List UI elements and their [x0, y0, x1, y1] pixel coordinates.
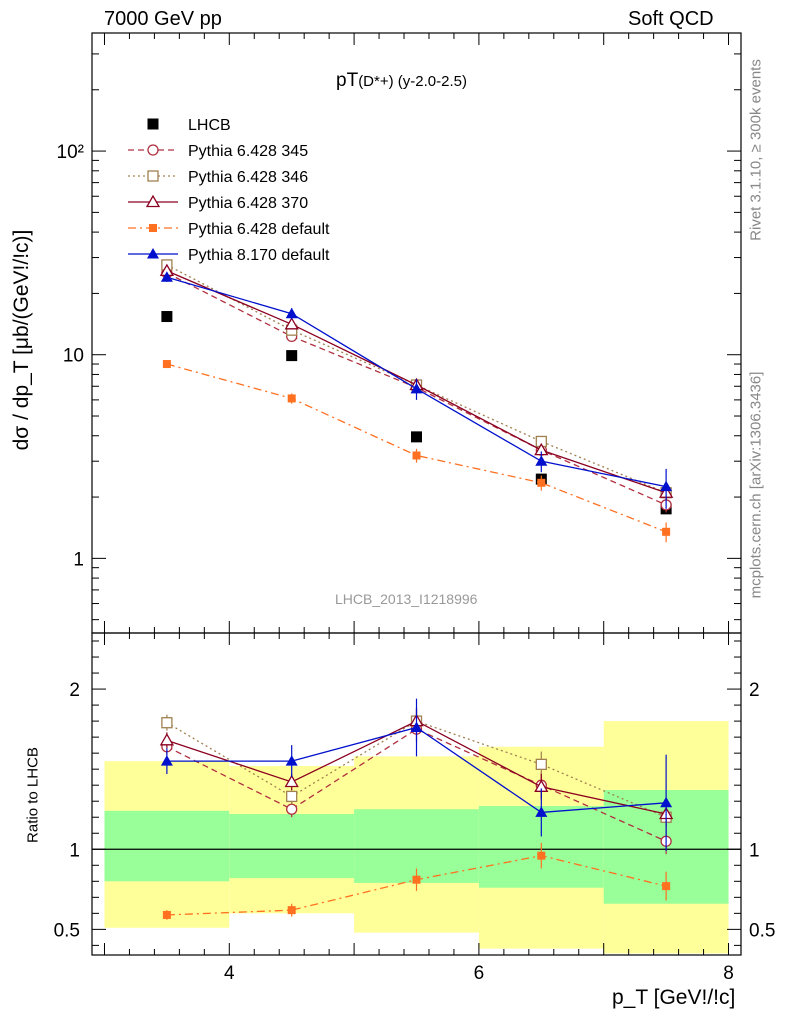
ratio-series-4-point	[660, 796, 673, 808]
legend-entry-4-marker	[149, 224, 157, 232]
main-series-5-point	[285, 307, 298, 319]
legend-entry-3-label: Pythia 6.428 370	[188, 195, 308, 212]
axes-frames	[91, 32, 742, 956]
x-tick-label: 8	[723, 963, 734, 984]
legend-entry-0-marker	[147, 118, 159, 130]
legend-entry-5-label: Pythia 8.170 default	[188, 247, 330, 264]
ratio-series-3-point	[412, 875, 421, 884]
x-tick-label: 4	[224, 963, 235, 984]
main-series-3-point	[284, 317, 299, 330]
ratio-y-tick-label-right: 0.5	[749, 920, 775, 941]
ratio-series-3-point	[662, 882, 671, 891]
ratio-series-3	[162, 842, 671, 920]
ratio-series-2-point	[159, 733, 175, 746]
header-right: Soft QCD	[628, 8, 714, 30]
mcplots-credit: mcplots.cern.ch [arXiv:1306.3436]	[747, 371, 765, 599]
main-series-5-point	[535, 455, 548, 466]
main-series-0-point	[161, 311, 173, 323]
main-series-5-point	[410, 382, 423, 394]
main-y-tick-label: 10²	[57, 142, 84, 163]
ratio-series-4-point	[285, 755, 298, 766]
ratio-y-axis-label: Ratio to LHCB	[24, 747, 42, 843]
plot-title-sub: (D*+) (y-2.0-2.5)	[358, 73, 467, 90]
ratio-y-tick-label-left: 0.5	[54, 920, 80, 941]
ratio-series-2-point	[284, 774, 299, 788]
main-series-5-point	[660, 480, 673, 492]
main-series-0	[161, 311, 672, 515]
rivet-version-note: Rivet 3.1.10, ≥ 300k events	[747, 59, 765, 241]
ratio-series-0-point	[286, 803, 298, 815]
header-left: 7000 GeV pp	[104, 8, 222, 30]
legend-entry-0: LHCB	[147, 117, 231, 134]
legend-entry-4-label: Pythia 6.428 default	[188, 221, 330, 238]
main-series-5	[160, 271, 673, 509]
main-y-axis-label: dσ / dp_T [μb/(GeV!/!c)]	[10, 229, 33, 451]
ratio-series-1-point	[161, 717, 173, 729]
legend-entry-4: Pythia 6.428 default	[128, 221, 330, 238]
main-series-4-point	[662, 527, 671, 536]
ratio-series-0-line	[166, 728, 667, 842]
ratio-series-4	[160, 698, 673, 851]
ratio-series-1-point	[286, 790, 298, 803]
ratio-series-4-point	[410, 721, 423, 733]
ratio-series-3-point	[537, 851, 546, 860]
ratio-green-band	[229, 814, 355, 879]
legend-entry-2: Pythia 6.428 346	[128, 169, 308, 186]
ratio-series-4-point	[160, 755, 173, 766]
legend-entry-5: Pythia 8.170 default	[128, 247, 330, 264]
legend-entry-0-label: LHCB	[188, 117, 231, 134]
main-y-tick-label: 10	[63, 346, 84, 367]
ratio-y-tick-label-right: 1	[749, 840, 760, 861]
legend-entry-1-marker	[147, 144, 159, 156]
axis-tick-labels: 1 10 10² 0.5 0.5 1 1 2 2 4 6 8	[54, 142, 776, 984]
ratio-y-tick-label-left: 1	[69, 840, 80, 861]
legend-entry-3-marker	[145, 194, 161, 208]
ratio-green-band	[104, 810, 230, 882]
ratio-series-3-point	[287, 906, 296, 915]
main-y-tick-label: 1	[73, 549, 84, 570]
main-series-0-point	[411, 431, 422, 443]
x-axis-label: p_T [GeV!/!c]	[612, 986, 736, 1009]
main-series-4-point	[287, 394, 296, 403]
main-series-group	[159, 259, 674, 543]
ratio-series-1-point	[535, 758, 547, 771]
legend: LHCB Pythia 6.428 345 Pythia 6.428 346 Pyth…	[128, 117, 330, 264]
ratio-series-group	[159, 698, 674, 920]
main-series-4-point	[162, 360, 171, 369]
legend-entry-5-marker	[147, 248, 159, 259]
ratio-series-4-point	[535, 806, 548, 817]
main-series-0-point	[286, 350, 298, 362]
plot-title-main: pT	[336, 70, 359, 91]
legend-entry-3: Pythia 6.428 370	[128, 194, 308, 212]
x-tick-label: 6	[474, 963, 485, 984]
main-series-5-point	[160, 271, 173, 282]
ratio-y-tick-label-right: 2	[749, 680, 760, 701]
main-series-4-point	[412, 451, 421, 460]
legend-entry-2-marker	[147, 170, 159, 182]
ratio-y-tick-label-left: 2	[69, 680, 80, 701]
legend-entry-2-label: Pythia 6.428 346	[188, 169, 308, 186]
analysis-watermark: LHCB_2013_I1218996	[335, 591, 478, 607]
ratio-series-3-point	[162, 910, 171, 919]
legend-entry-1-label: Pythia 6.428 345	[188, 143, 308, 160]
plot-title: pT(D*+) (y-2.0-2.5)	[336, 70, 467, 92]
legend-entry-1: Pythia 6.428 345	[128, 143, 308, 160]
main-series-4-point	[537, 478, 546, 487]
main-series-4-line	[166, 363, 667, 533]
main-series-4	[162, 360, 671, 543]
ratio-frame	[91, 632, 742, 956]
